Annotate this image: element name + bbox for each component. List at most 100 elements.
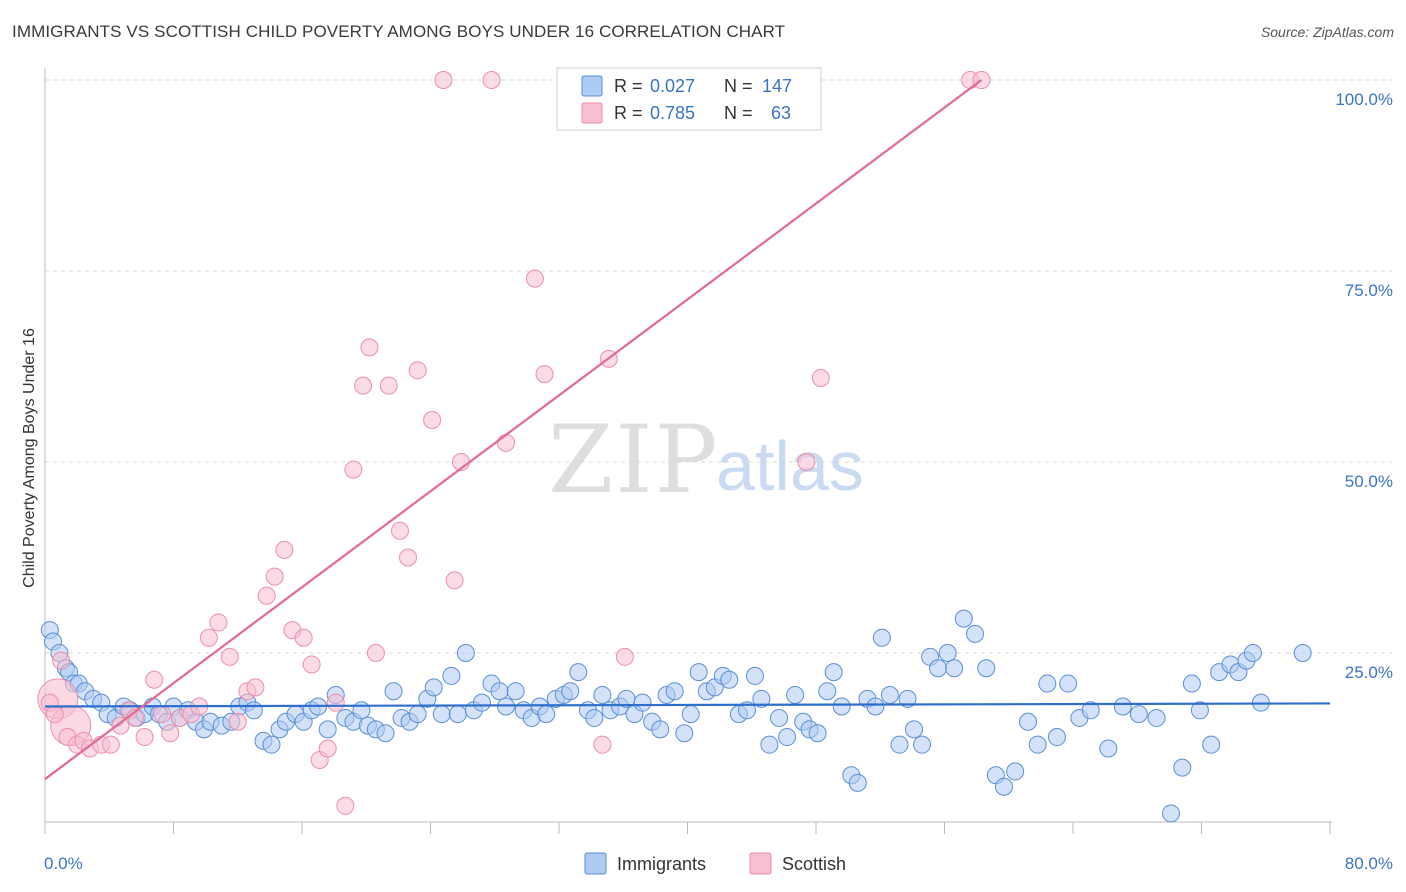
scottish-point (445, 571, 464, 590)
gridlines (45, 79, 1392, 654)
immigrants-point (778, 728, 797, 747)
immigrants-point (832, 697, 851, 716)
immigrants-point (824, 663, 843, 682)
immigrants-point (966, 624, 985, 643)
immigrants-point (1161, 804, 1180, 823)
scottish-point (797, 453, 816, 471)
immigrants-point (913, 735, 932, 754)
scottish-point (423, 410, 442, 429)
immigrants-point (408, 705, 427, 724)
scottish-point (379, 376, 398, 395)
scottish-point (135, 728, 154, 747)
immigrants-point (244, 701, 263, 720)
y-tick-label-25: 25.0% (1345, 663, 1393, 682)
scottish-point (535, 365, 554, 384)
scottish-point (525, 269, 544, 288)
immigrants-point (424, 678, 443, 697)
immigrants-point (770, 708, 789, 727)
immigrants-points (40, 609, 1312, 823)
immigrants-point (675, 724, 694, 743)
immigrants-point (737, 701, 756, 720)
immigrants-trendline (44, 702, 1331, 708)
immigrants-point (745, 666, 764, 685)
scottish-point (199, 628, 218, 647)
bottom-legend-swatch-scottish (749, 852, 772, 875)
immigrants-point (945, 659, 964, 678)
immigrants-point (681, 705, 700, 724)
immigrants-point (262, 735, 281, 754)
scottish-point (101, 735, 120, 754)
scottish-point (326, 693, 345, 712)
legend-n-label-2: N = (724, 103, 758, 123)
immigrants-point (490, 682, 509, 701)
scottish-point (408, 361, 427, 380)
immigrants-point (994, 777, 1013, 796)
scottish-point (52, 651, 71, 670)
scottish-point (344, 460, 363, 479)
y-tick-labels: 25.0% 50.0% 75.0% 100.0% (1335, 90, 1393, 682)
scottish-point (318, 739, 337, 758)
immigrants-point (1099, 739, 1118, 758)
legend-r-value-1: 0.027 (650, 76, 695, 96)
legend-n-value-1: 147 (762, 76, 792, 96)
scottish-point (294, 628, 313, 647)
immigrants-point (569, 663, 588, 682)
scottish-point (257, 586, 276, 605)
immigrants-point (890, 735, 909, 754)
immigrants-point (954, 609, 973, 628)
immigrants-point (720, 670, 739, 689)
scottish-point (161, 724, 180, 743)
scottish-trendline (44, 79, 983, 780)
scottish-point (145, 670, 164, 689)
immigrants-point (537, 705, 556, 724)
immigrants-point (472, 693, 491, 712)
y-tick-label-75: 75.0% (1345, 281, 1393, 300)
immigrants-point (651, 720, 670, 739)
source-credit: Source: ZipAtlas.com (1260, 24, 1394, 40)
bottom-legend-immigrants: Immigrants (617, 854, 706, 874)
scottish-point (209, 613, 228, 632)
y-tick-label-50: 50.0% (1345, 472, 1393, 491)
immigrants-point (977, 659, 996, 678)
scottish-point (111, 716, 130, 735)
immigrants-point (1006, 762, 1025, 781)
x-tick-label-max: 80.0% (1345, 854, 1393, 873)
scottish-point (811, 368, 830, 387)
immigrants-point (904, 720, 923, 739)
immigrants-point (1173, 758, 1192, 777)
immigrants-point (432, 705, 451, 724)
immigrants-point (1081, 701, 1100, 720)
immigrants-point (384, 682, 403, 701)
immigrants-point (1182, 674, 1201, 693)
watermark-zip: ZIP (548, 406, 720, 515)
legend-n-value-2: 63 (771, 103, 791, 123)
immigrants-point (808, 724, 827, 743)
immigrants-point (689, 663, 708, 682)
immigrants-point (1038, 674, 1057, 693)
y-axis-title: Child Poverty Among Boys Under 16 (21, 328, 38, 588)
legend-r-label-1: R = (614, 76, 648, 96)
immigrants-point (1190, 701, 1209, 720)
immigrants-point (1028, 735, 1047, 754)
scottish-point (275, 540, 294, 559)
scottish-point (399, 548, 418, 567)
watermark-atlas: atlas (716, 427, 864, 505)
series-legend: Immigrants Scottish (584, 852, 846, 875)
immigrants-point (665, 682, 684, 701)
bottom-legend-swatch-immigrants (584, 852, 607, 875)
immigrants-point (633, 693, 652, 712)
immigrants-point (1243, 644, 1262, 662)
immigrants-point (561, 682, 580, 701)
scottish-point (434, 71, 453, 89)
immigrants-point (1113, 697, 1132, 716)
legend-n-label-1: N = (724, 76, 758, 96)
scottish-point (302, 655, 321, 674)
immigrants-point (786, 686, 805, 705)
immigrants-point (752, 689, 771, 708)
immigrants-point (872, 628, 891, 647)
immigrants-point (1019, 712, 1038, 731)
scottish-point (615, 647, 634, 666)
scottish-point (246, 678, 265, 697)
immigrants-point (506, 682, 525, 701)
